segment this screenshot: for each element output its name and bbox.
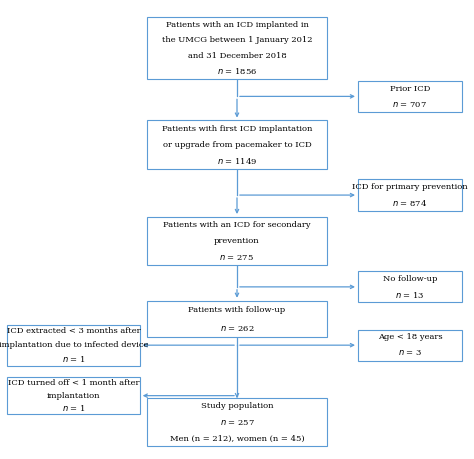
FancyBboxPatch shape bbox=[147, 217, 327, 265]
Text: Study population: Study population bbox=[201, 402, 273, 410]
Text: ICD extracted < 3 months after: ICD extracted < 3 months after bbox=[7, 327, 140, 336]
Text: implantation due to infected device: implantation due to infected device bbox=[0, 341, 148, 349]
Text: Men (n = 212), women (n = 45): Men (n = 212), women (n = 45) bbox=[170, 434, 304, 442]
Text: Prior ICD: Prior ICD bbox=[390, 84, 430, 93]
FancyBboxPatch shape bbox=[358, 179, 462, 211]
Text: $n$ = 1: $n$ = 1 bbox=[62, 403, 85, 413]
FancyBboxPatch shape bbox=[7, 377, 140, 414]
Text: Patients with an ICD implanted in: Patients with an ICD implanted in bbox=[165, 21, 309, 29]
FancyBboxPatch shape bbox=[147, 398, 327, 446]
FancyBboxPatch shape bbox=[147, 17, 327, 79]
FancyBboxPatch shape bbox=[147, 301, 327, 337]
FancyBboxPatch shape bbox=[147, 120, 327, 168]
Text: the UMCG between 1 January 2012: the UMCG between 1 January 2012 bbox=[162, 36, 312, 45]
Text: No follow-up: No follow-up bbox=[383, 275, 437, 283]
Text: Patients with follow-up: Patients with follow-up bbox=[189, 306, 285, 314]
FancyBboxPatch shape bbox=[358, 330, 462, 361]
FancyBboxPatch shape bbox=[7, 325, 140, 366]
Text: implantation: implantation bbox=[47, 392, 100, 400]
Text: $n$ = 1856: $n$ = 1856 bbox=[217, 67, 257, 77]
Text: $n$ = 707: $n$ = 707 bbox=[392, 100, 428, 109]
FancyBboxPatch shape bbox=[358, 81, 462, 112]
FancyBboxPatch shape bbox=[358, 271, 462, 302]
Text: Patients with an ICD for secondary: Patients with an ICD for secondary bbox=[163, 221, 311, 229]
Text: $n$ = 13: $n$ = 13 bbox=[395, 290, 425, 300]
Text: Age < 18 years: Age < 18 years bbox=[378, 333, 442, 341]
Text: $n$ = 257: $n$ = 257 bbox=[219, 418, 255, 427]
Text: $n$ = 1: $n$ = 1 bbox=[62, 354, 85, 364]
Text: and 31 December 2018: and 31 December 2018 bbox=[188, 52, 286, 60]
Text: $n$ = 262: $n$ = 262 bbox=[219, 324, 255, 333]
Text: $n$ = 3: $n$ = 3 bbox=[398, 348, 422, 358]
Text: prevention: prevention bbox=[214, 237, 260, 245]
Text: or upgrade from pacemaker to ICD: or upgrade from pacemaker to ICD bbox=[163, 140, 311, 149]
Text: ICD turned off < 1 month after: ICD turned off < 1 month after bbox=[8, 380, 139, 387]
Text: ICD for primary prevention: ICD for primary prevention bbox=[352, 183, 468, 191]
Text: $n$ = 1149: $n$ = 1149 bbox=[217, 156, 257, 166]
Text: $n$ = 275: $n$ = 275 bbox=[219, 252, 255, 262]
Text: Patients with first ICD implantation: Patients with first ICD implantation bbox=[162, 124, 312, 133]
Text: $n$ = 874: $n$ = 874 bbox=[392, 198, 428, 208]
